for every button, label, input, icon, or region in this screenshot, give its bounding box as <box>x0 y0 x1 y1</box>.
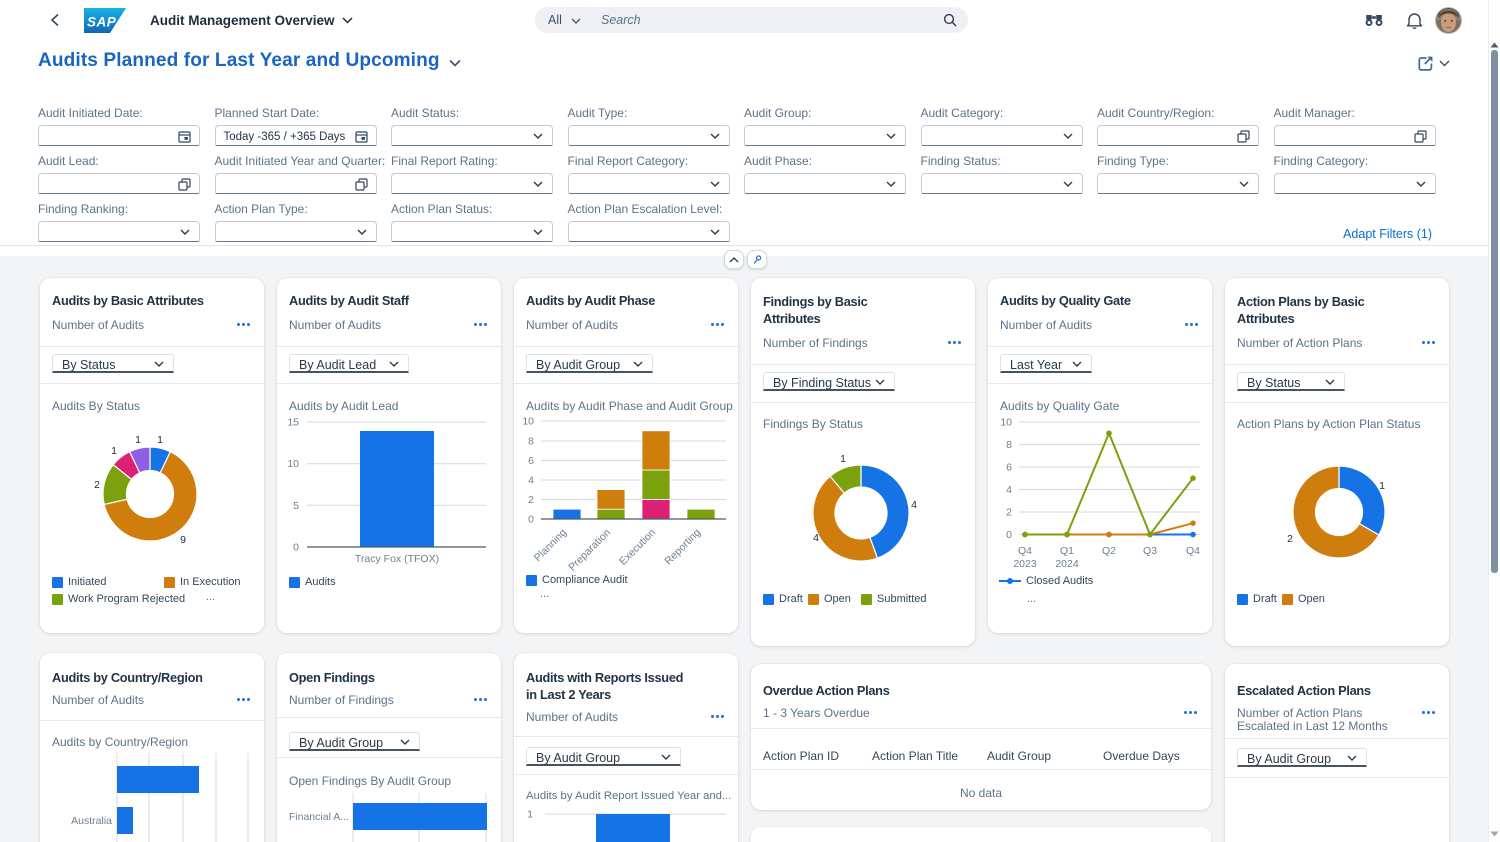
svg-text:4: 4 <box>528 475 534 487</box>
svg-text:6: 6 <box>528 455 534 467</box>
svg-text:Q3: Q3 <box>1143 545 1157 557</box>
svg-text:Q2: Q2 <box>1102 545 1116 557</box>
svg-text:2: 2 <box>1287 533 1293 545</box>
svg-text:10: 10 <box>522 416 534 428</box>
svg-text:2: 2 <box>528 494 534 506</box>
svg-text:Planning: Planning <box>532 527 569 564</box>
svg-text:4: 4 <box>911 499 917 511</box>
svg-text:0: 0 <box>1006 529 1012 541</box>
svg-text:1: 1 <box>840 453 846 465</box>
svg-text:6: 6 <box>1006 462 1012 474</box>
svg-text:4: 4 <box>1006 484 1012 496</box>
svg-text:4: 4 <box>813 532 819 544</box>
svg-text:Execution: Execution <box>617 527 658 568</box>
svg-text:9: 9 <box>180 534 186 546</box>
svg-text:8: 8 <box>528 436 534 448</box>
svg-text:1: 1 <box>527 809 533 821</box>
svg-text:Q4: Q4 <box>1018 545 1032 557</box>
svg-text:1: 1 <box>135 434 141 446</box>
svg-text:2023: 2023 <box>1013 558 1037 570</box>
svg-text:Australia: Australia <box>71 815 112 827</box>
svg-text:1: 1 <box>1379 480 1385 492</box>
svg-text:Tracy Fox (TFOX): Tracy Fox (TFOX) <box>355 553 439 565</box>
svg-text:SAP: SAP <box>87 15 117 30</box>
svg-text:15: 15 <box>287 417 299 429</box>
svg-text:2024: 2024 <box>1055 558 1079 570</box>
svg-text:8: 8 <box>1006 439 1012 451</box>
svg-text:2: 2 <box>94 479 100 491</box>
svg-text:5: 5 <box>293 500 299 512</box>
svg-text:0: 0 <box>293 542 299 554</box>
svg-text:Q4: Q4 <box>1186 545 1200 557</box>
svg-text:Preparation: Preparation <box>566 527 613 574</box>
svg-text:Q1: Q1 <box>1060 545 1074 557</box>
svg-text:1: 1 <box>111 445 117 457</box>
svg-text:Reporting: Reporting <box>662 527 703 568</box>
svg-text:2: 2 <box>1006 507 1012 519</box>
svg-text:10: 10 <box>1000 417 1012 429</box>
svg-text:0: 0 <box>528 514 534 526</box>
svg-text:Financial A...: Financial A... <box>289 811 349 823</box>
svg-text:10: 10 <box>287 458 299 470</box>
svg-text:1: 1 <box>157 434 163 446</box>
